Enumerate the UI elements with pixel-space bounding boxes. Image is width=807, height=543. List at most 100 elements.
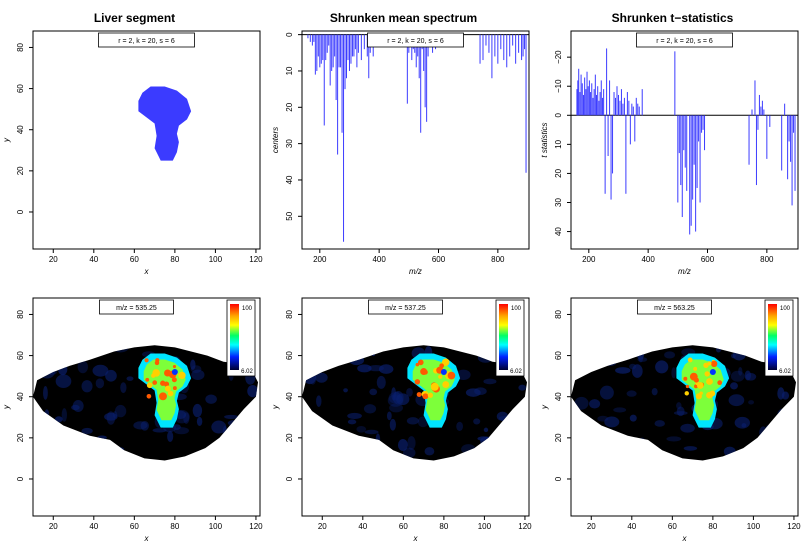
x-tick-label: 80: [439, 522, 448, 531]
colorbar-min-label: 6.02: [779, 369, 791, 375]
colorbar-min-label: 6.02: [241, 369, 253, 375]
x-tick-label: 40: [627, 522, 636, 531]
t-statistics-title: Shrunken t−statistics: [611, 11, 734, 25]
x-axis-label: m/z: [409, 267, 422, 276]
y-tick-label: 10: [554, 139, 563, 148]
x-tick-label: 400: [372, 255, 386, 264]
y-tick-label: −20: [554, 50, 563, 64]
plot-content: [302, 34, 529, 242]
x-tick-label: 600: [701, 255, 715, 264]
ion-image-535-plot: 20 40 60 80 100 120 0 20 40 60 80 x y m/z = 535.25 100…: [2, 297, 263, 543]
x-tick-label: 120: [249, 522, 263, 531]
t-statistics-plot: 200 400 600 800 −20 −10 0 10 20 30 40 m/z t statisti…: [540, 30, 799, 276]
x-tick-label: 20: [49, 522, 58, 531]
x-tick-label: 20: [587, 522, 596, 531]
plot-frame: [570, 297, 799, 517]
x-tick-label: 400: [641, 255, 655, 264]
plot-frame: [301, 30, 530, 250]
y-tick-label: 30: [554, 197, 563, 206]
y-axis-label: t statistics: [540, 122, 549, 157]
x-tick-label: 40: [89, 255, 98, 264]
y-tick-label: 50: [285, 211, 294, 220]
liver-segment-panel: Liver segment 20 40 60 80 100 120 0 20 40 60 80 x y r…: [0, 0, 269, 276]
x-tick-label: 80: [170, 255, 179, 264]
x-axis-label: x: [413, 534, 419, 543]
colorbar-max-label: 100: [511, 306, 522, 312]
ion-image-537-panel: 20 40 60 80 100 120 0 20 40 60 80 x y m/z = 537.25 100…: [269, 272, 538, 543]
y-tick-label: 20: [285, 433, 294, 442]
x-tick-label: 40: [358, 522, 367, 531]
ion-image-535-panel: 20 40 60 80 100 120 0 20 40 60 80 x y m/z = 535.25 100…: [0, 272, 269, 543]
liver-segment-plot: 20 40 60 80 100 120 0 20 40 60 80 x y r = 2, k = 20, …: [2, 30, 263, 276]
ion-image-537-plot: 20 40 60 80 100 120 0 20 40 60 80 x y m/z = 537.25 100…: [271, 297, 532, 543]
y-tick-label: 0: [285, 476, 294, 481]
legend-box: [368, 299, 443, 315]
plot-content: [33, 345, 258, 461]
y-tick-label: 0: [285, 32, 294, 37]
legend-box: [636, 32, 733, 48]
colorbar-min-label: 6.02: [510, 369, 522, 375]
colorbar-max-label: 100: [780, 306, 791, 312]
y-axis-label: y: [540, 404, 549, 410]
x-axis-label: m/z: [678, 267, 691, 276]
y-axis-label: y: [2, 404, 11, 410]
x-axis-label: x: [144, 267, 150, 276]
legend-box: [99, 299, 174, 315]
x-tick-label: 80: [170, 522, 179, 531]
y-tick-label: 40: [554, 392, 563, 401]
y-tick-label: 40: [285, 175, 294, 184]
x-tick-label: 20: [318, 522, 327, 531]
x-tick-label: 200: [582, 255, 596, 264]
x-axis-label: x: [144, 534, 150, 543]
t-statistics-panel: Shrunken t−statistics 200 400 600 800 −20 −10…: [538, 0, 807, 276]
x-axis-label: x: [682, 534, 688, 543]
y-tick-label: 60: [554, 351, 563, 360]
y-tick-label: 80: [16, 309, 25, 318]
y-tick-label: −10: [554, 79, 563, 93]
y-tick-label: 60: [16, 351, 25, 360]
plot-content: [571, 48, 798, 235]
mean-spectrum-panel: Shrunken mean spectrum 200 400 600 800 0 10 20…: [269, 0, 538, 276]
x-tick-label: 800: [760, 255, 774, 264]
y-tick-label: 10: [285, 66, 294, 75]
plot-content: [138, 86, 192, 161]
y-tick-label: 0: [554, 476, 563, 481]
y-tick-label: 20: [554, 433, 563, 442]
y-tick-label: 40: [285, 392, 294, 401]
x-tick-label: 120: [249, 255, 263, 264]
y-tick-label: 40: [554, 227, 563, 236]
plot-frame: [32, 30, 261, 250]
colorbar-gradient: [499, 304, 508, 370]
legend-text: m/z = 563.25: [654, 305, 695, 312]
x-tick-label: 120: [518, 522, 532, 531]
x-tick-label: 20: [49, 255, 58, 264]
legend-text: m/z = 537.25: [385, 305, 426, 312]
x-tick-label: 100: [747, 522, 761, 531]
y-tick-label: 20: [554, 168, 563, 177]
plot-frame: [570, 30, 799, 250]
x-tick-label: 120: [787, 522, 801, 531]
x-tick-label: 60: [399, 522, 408, 531]
colorbar-gradient: [230, 304, 239, 370]
x-tick-label: 60: [130, 522, 139, 531]
x-tick-label: 60: [668, 522, 677, 531]
x-tick-label: 600: [432, 255, 446, 264]
y-tick-label: 40: [16, 392, 25, 401]
x-tick-label: 60: [130, 255, 139, 264]
x-tick-label: 80: [708, 522, 717, 531]
y-tick-label: 0: [16, 209, 25, 214]
legend-text: r = 2, k = 20, s = 6: [656, 38, 713, 45]
y-tick-label: 60: [16, 84, 25, 93]
y-tick-label: 20: [16, 166, 25, 175]
y-tick-label: 80: [554, 309, 563, 318]
plot-content: [302, 345, 527, 461]
y-axis-label: y: [2, 137, 11, 143]
colorbar-max-label: 100: [242, 306, 253, 312]
legend-box: [637, 299, 712, 315]
y-tick-label: 80: [16, 42, 25, 51]
x-tick-label: 100: [209, 522, 223, 531]
y-tick-label: 30: [285, 139, 294, 148]
y-axis-label: centers: [271, 127, 280, 153]
x-tick-label: 800: [491, 255, 505, 264]
y-tick-label: 0: [554, 113, 563, 118]
